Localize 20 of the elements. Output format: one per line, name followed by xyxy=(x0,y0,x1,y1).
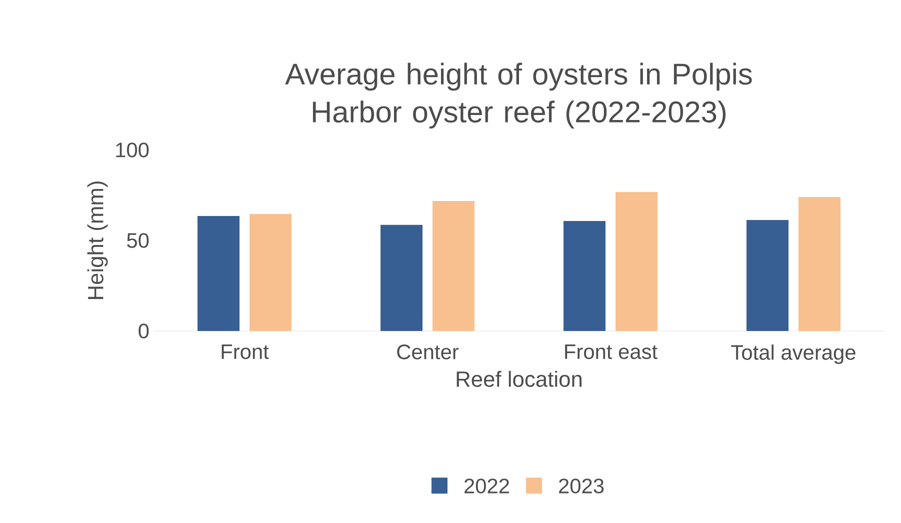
bar xyxy=(746,220,789,331)
bar xyxy=(380,224,423,331)
chart-title: Average height of oysters in Polpis Harbor oyster reef (2022-2023) xyxy=(285,62,752,128)
bar xyxy=(250,214,292,331)
bar xyxy=(432,201,475,331)
x-tick-label: Front east xyxy=(565,344,658,360)
x-tick-label: Center xyxy=(397,344,459,360)
bar xyxy=(616,192,658,331)
y-axis-title: Height (mm) xyxy=(87,182,108,299)
x-tick-label: Total average xyxy=(731,344,856,364)
x-tick-label: Front xyxy=(222,344,269,360)
bar xyxy=(564,220,606,331)
legend-label: 2022 xyxy=(464,478,509,494)
y-tick-label: 0 xyxy=(138,324,149,338)
bar xyxy=(798,197,841,331)
y-tick-label: 100 xyxy=(116,142,149,158)
y-tick-label: 50 xyxy=(127,233,149,248)
bar xyxy=(198,216,240,331)
legend-label: 2023 xyxy=(559,478,604,494)
x-axis-title: Reef location xyxy=(456,370,582,387)
